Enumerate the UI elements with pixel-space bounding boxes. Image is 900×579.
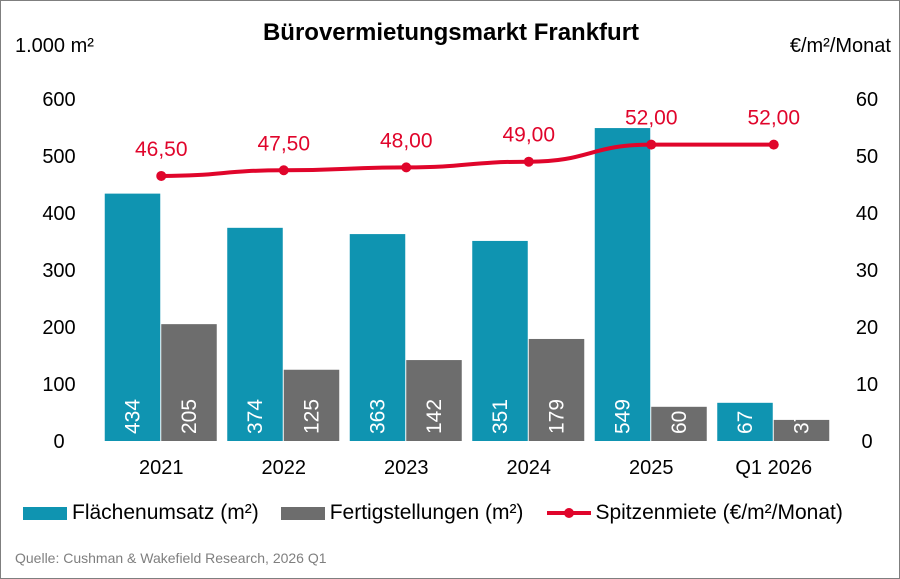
- left-axis-tick-label: 100: [42, 374, 75, 396]
- bar-data-label: 351: [489, 399, 512, 434]
- x-axis-tick-label: 2023: [384, 457, 429, 479]
- line-data-label: 47,50: [257, 132, 310, 155]
- left-axis-tick-label: 200: [42, 317, 75, 339]
- bar-fertigstellungen: [161, 324, 217, 441]
- source-note: Quelle: Cushman & Wakefield Research, 20…: [15, 550, 327, 566]
- chart-title: Bürovermietungsmarkt Frankfurt: [262, 19, 640, 46]
- legend-label: Spitzenmiete (€/m²/Monat): [595, 501, 843, 524]
- bar-data-label: 363: [367, 399, 390, 434]
- legend-item-spitzenmiete: Spitzenmiete (€/m²/Monat): [545, 501, 843, 525]
- bar-flaechenumsatz: [227, 227, 283, 441]
- line-data-label: 48,00: [380, 129, 433, 152]
- line-point-spitzenmiete: [401, 162, 412, 173]
- legend-swatch-gray: [280, 506, 325, 520]
- legend-swatch-teal: [23, 506, 67, 520]
- legend-label: Flächenumsatz (m²): [72, 501, 259, 524]
- bar-flaechenumsatz: [349, 234, 406, 441]
- right-axis-tick-label: 50: [856, 146, 878, 168]
- right-axis-tick-label: 60: [856, 89, 878, 111]
- line-point-spitzenmiete: [156, 170, 167, 181]
- legend-item-flaechenumsatz: Flächenumsatz (m²): [23, 501, 259, 525]
- x-axis-tick-label: 2024: [507, 457, 552, 479]
- right-axis-tick-label: 30: [856, 260, 878, 282]
- chart-plot: 0 100 200 300 400 500 600 0 10 20 30 40 50 60 2021 2022…: [42, 89, 878, 479]
- legend-line-marker-icon: [547, 508, 592, 518]
- right-axis-tick-label: 20: [856, 317, 878, 339]
- bar-data-label: 374: [244, 399, 267, 434]
- bar-fertigstellungen: [651, 406, 707, 441]
- bar-data-label: 67: [734, 411, 757, 434]
- bar-data-label: 37: [791, 411, 814, 434]
- bar-data-label: 179: [546, 399, 569, 434]
- line-point-spitzenmiete: [646, 139, 657, 150]
- bar-data-label: 205: [178, 399, 201, 434]
- legend-item-fertigstellungen: Fertigstellungen (m²): [280, 501, 524, 525]
- left-axis-tick-label: 400: [42, 203, 75, 225]
- bar-data-label: 142: [423, 399, 446, 434]
- line-point-spitzenmiete: [768, 139, 779, 150]
- x-axis-tick-label: 2021: [139, 457, 184, 479]
- right-axis-unit: €/m²/Monat: [789, 35, 891, 57]
- left-axis-unit: 1.000 m²: [15, 35, 94, 57]
- bar-fertigstellungen: [406, 360, 462, 441]
- legend: Flächenumsatz (m²) Fertigstellungen (m²)…: [23, 501, 865, 525]
- line-point-spitzenmiete: [523, 156, 534, 167]
- right-axis-tick-label: 10: [856, 374, 878, 396]
- bar-data-label: 60: [668, 411, 691, 434]
- line-data-label: 52,00: [625, 107, 678, 130]
- bar-data-label: 125: [301, 399, 324, 434]
- x-axis-tick-label: Q1 2026: [735, 457, 812, 479]
- bar-fertigstellungen: [528, 338, 585, 441]
- right-axis-tick-label: 40: [856, 203, 878, 225]
- line-spitzenmiete: [161, 142, 774, 178]
- line-data-label: 52,00: [747, 107, 800, 130]
- line-data-label: 46,50: [135, 138, 188, 161]
- x-axis-tick-label: 2025: [629, 457, 674, 479]
- bar-fertigstellungen: [773, 419, 830, 441]
- line-point-spitzenmiete: [278, 165, 289, 176]
- right-axis-tick-label: 0: [861, 431, 872, 453]
- left-axis-tick-label: 600: [42, 89, 75, 111]
- legend-label: Fertigstellungen (m²): [329, 501, 524, 524]
- left-axis-tick-label: 500: [42, 146, 75, 168]
- x-axis-tick-label: 2022: [262, 457, 307, 479]
- bar-data-label: 434: [122, 399, 145, 434]
- left-axis-tick-label: 300: [42, 260, 75, 282]
- bar-flaechenumsatz: [594, 128, 651, 441]
- bar-fertigstellungen: [283, 369, 340, 441]
- bar-flaechenumsatz: [717, 402, 773, 441]
- bar-data-label: 549: [612, 399, 635, 434]
- bar-flaechenumsatz: [472, 240, 528, 441]
- bar-flaechenumsatz: [104, 193, 161, 441]
- left-axis-tick-label: 0: [53, 431, 64, 453]
- line-data-label: 49,00: [502, 124, 555, 147]
